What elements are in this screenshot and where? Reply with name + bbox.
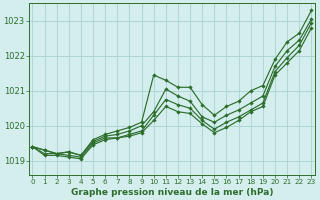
X-axis label: Graphe pression niveau de la mer (hPa): Graphe pression niveau de la mer (hPa) <box>71 188 273 197</box>
